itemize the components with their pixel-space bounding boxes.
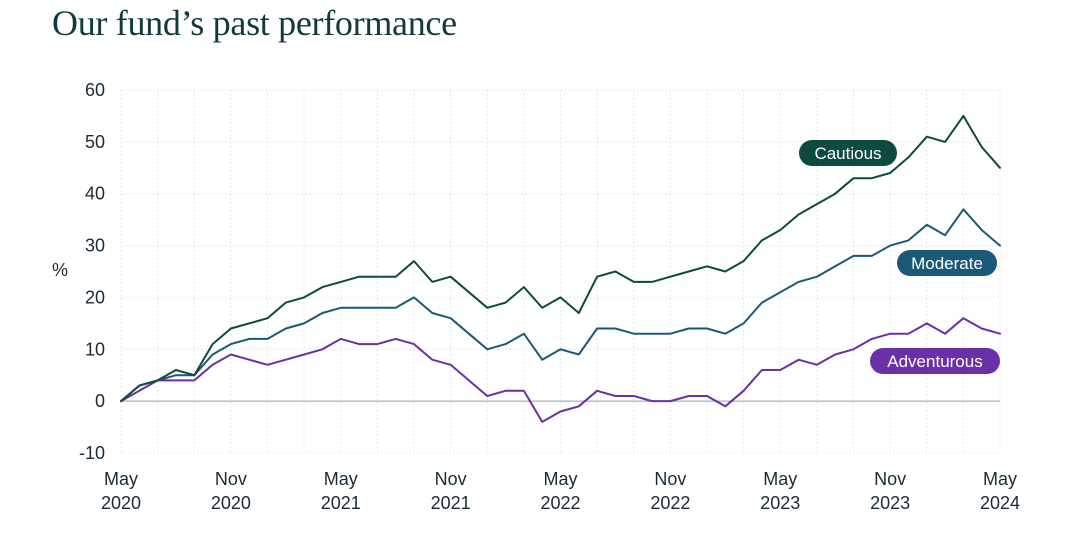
x-tick-year: 2023	[760, 493, 800, 513]
legend-item-cautious: Cautious	[799, 140, 897, 166]
x-tick-label: Nov 2022	[650, 469, 690, 513]
series-line-adventurous	[120, 317, 1001, 423]
y-tick-label: 10	[85, 339, 105, 359]
x-tick-month: May	[983, 469, 1017, 489]
x-tick-label: Nov 2021	[431, 469, 471, 513]
x-tick-label: May 2022	[540, 469, 580, 513]
y-tick-label: 50	[85, 132, 105, 152]
legend-label: Adventurous	[887, 352, 982, 371]
x-tick-month: Nov	[874, 469, 906, 489]
legend-pill	[870, 348, 1000, 374]
y-tick-label: 30	[85, 236, 105, 256]
x-tick-label: May 2024	[980, 469, 1020, 513]
y-axis-ticks: -10 0 10 20 30 40 50 60	[79, 80, 105, 463]
x-tick-label: May 2021	[321, 469, 361, 513]
legend-pill	[897, 250, 997, 276]
legend-item-moderate: Moderate	[897, 250, 997, 276]
chart-title: Our fund’s past performance	[52, 3, 457, 43]
x-tick-year: 2022	[540, 493, 580, 513]
x-tick-year: 2022	[650, 493, 690, 513]
x-tick-month: May	[324, 469, 358, 489]
x-tick-label: Nov 2020	[211, 469, 251, 513]
x-tick-year: 2023	[870, 493, 910, 513]
x-tick-year: 2020	[101, 493, 141, 513]
x-tick-year: 2021	[321, 493, 361, 513]
legend-label: Cautious	[814, 144, 881, 163]
y-tick-label: -10	[79, 443, 105, 463]
legend: Cautious Moderate Adventurous	[799, 140, 1000, 374]
x-tick-month: Nov	[654, 469, 686, 489]
y-tick-label: 40	[85, 184, 105, 204]
y-axis-label: %	[52, 260, 68, 280]
x-tick-month: Nov	[215, 469, 247, 489]
x-tick-month: May	[104, 469, 138, 489]
x-tick-label: May 2023	[760, 469, 800, 513]
y-tick-label: 60	[85, 80, 105, 100]
x-tick-month: May	[763, 469, 797, 489]
x-tick-year: 2021	[431, 493, 471, 513]
series-line-cautious	[120, 114, 1001, 403]
x-tick-year: 2020	[211, 493, 251, 513]
x-tick-label: Nov 2023	[870, 469, 910, 513]
x-tick-month: May	[543, 469, 577, 489]
x-tick-year: 2024	[980, 493, 1020, 513]
series-lines	[120, 114, 1001, 423]
x-axis-ticks: May 2020 Nov 2020 May 2021 Nov 2021 May 2022 Nov 20…	[101, 469, 1020, 513]
legend-label: Moderate	[911, 254, 983, 273]
x-tick-label: May 2020	[101, 469, 141, 513]
y-tick-label: 0	[95, 391, 105, 411]
legend-pill	[799, 140, 897, 166]
x-tick-month: Nov	[435, 469, 467, 489]
legend-item-adventurous: Adventurous	[870, 348, 1000, 374]
series-line-moderate	[120, 208, 1001, 403]
y-tick-label: 20	[85, 287, 105, 307]
